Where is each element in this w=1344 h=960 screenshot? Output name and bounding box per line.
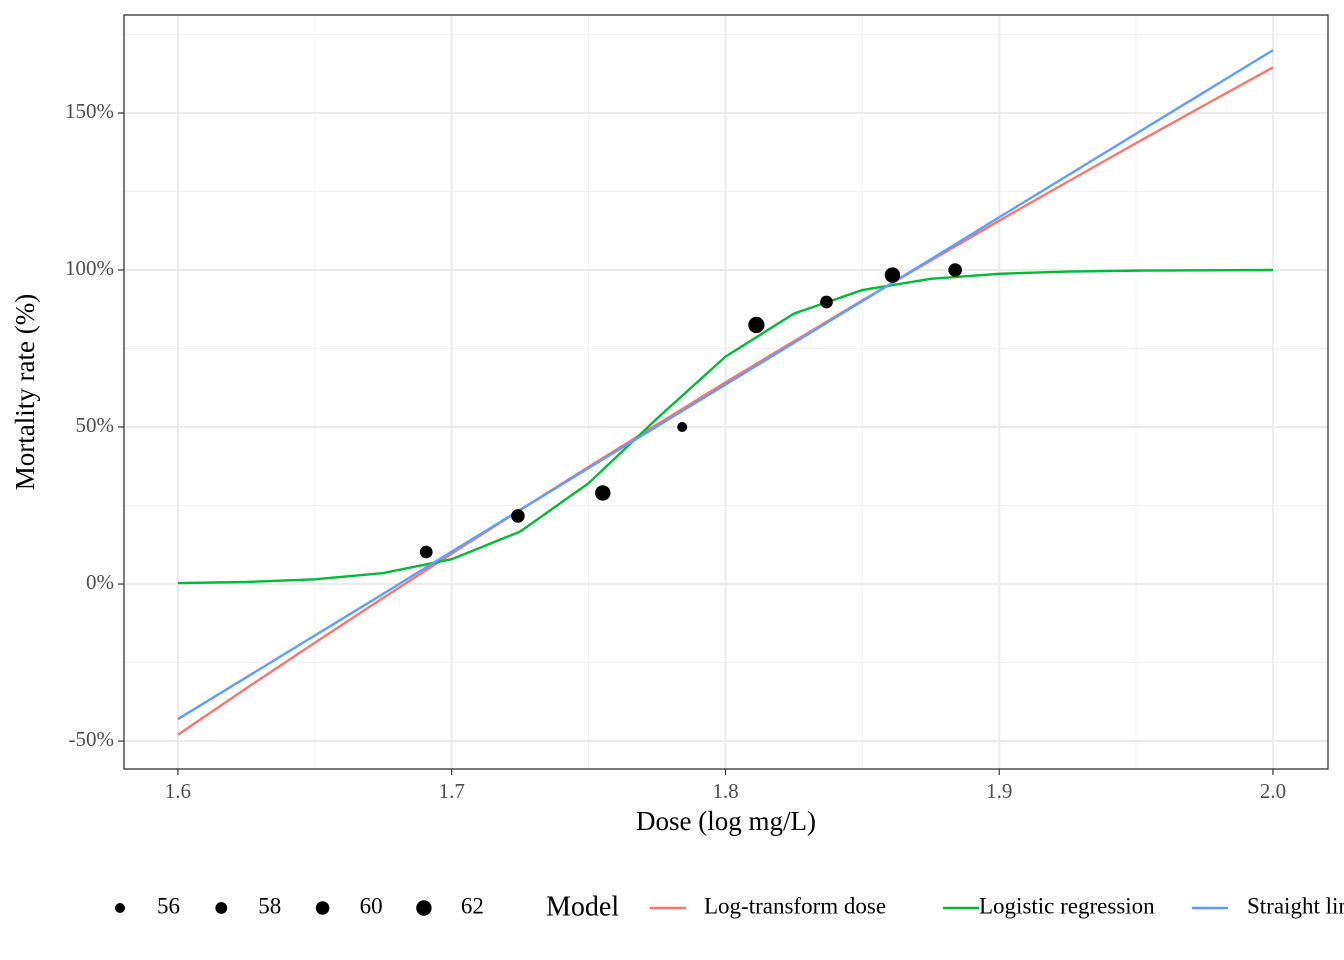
size-legend-key xyxy=(416,900,432,916)
size-legend-label: 62 xyxy=(461,893,484,918)
size-legend-label: 56 xyxy=(157,893,180,918)
size-legend-label: 60 xyxy=(360,893,383,918)
x-tick-label: 1.6 xyxy=(165,779,191,803)
data-point xyxy=(419,545,433,559)
y-tick-label: -50% xyxy=(69,727,115,751)
legend-label: Straight line xyxy=(1247,893,1344,918)
data-point xyxy=(748,316,765,334)
size-legend-key xyxy=(115,903,125,913)
y-tick-label: 150% xyxy=(65,99,114,123)
legend-title: Model xyxy=(546,891,619,922)
series-line xyxy=(177,66,1274,736)
y-tick-label: 0% xyxy=(86,570,114,594)
data-point xyxy=(595,485,611,501)
x-tick-label: 2.0 xyxy=(1260,779,1286,803)
legend-label: Logistic regression xyxy=(979,893,1155,918)
y-tick-label: 50% xyxy=(76,413,115,437)
x-tick-label: 1.9 xyxy=(986,779,1012,803)
x-axis-title: Dose (log mg/L) xyxy=(636,806,816,836)
data-point xyxy=(820,295,833,309)
series-line xyxy=(177,49,1274,721)
plot-border xyxy=(123,14,1329,770)
x-tick-label: 1.7 xyxy=(439,779,465,803)
data-point xyxy=(511,509,525,523)
data-point xyxy=(677,422,688,433)
x-tick-label: 1.8 xyxy=(712,779,738,803)
size-legend-label: 58 xyxy=(258,893,281,918)
y-axis-title: Mortality rate (%) xyxy=(10,294,40,490)
y-tick-label: 100% xyxy=(65,256,114,280)
size-legend-key xyxy=(215,902,228,914)
data-point xyxy=(948,263,962,277)
series-line xyxy=(177,268,1273,585)
data-point xyxy=(884,267,901,283)
size-legend-key xyxy=(315,901,330,915)
legend-label: Log-transform dose xyxy=(704,893,886,918)
